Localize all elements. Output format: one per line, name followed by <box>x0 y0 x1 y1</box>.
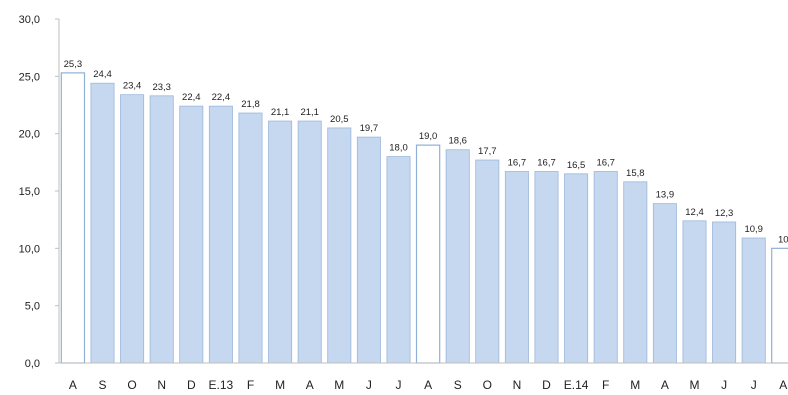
data-labels: 25,3 24,4 23,4 23,3 22,4 22,4 21,8 21,1 21,1 20,5… <box>64 59 788 245</box>
x-tick-label: J <box>751 378 757 392</box>
data-label: 16,7 <box>537 158 556 169</box>
bar <box>682 220 707 364</box>
bar <box>415 144 441 364</box>
bar <box>149 95 174 364</box>
y-tick-label: 15,0 <box>19 186 40 198</box>
data-label: 12,3 <box>715 208 734 219</box>
bar <box>445 149 470 364</box>
x-tick-label: S <box>454 378 462 392</box>
data-label: 16,7 <box>508 158 527 169</box>
x-tick-label: A <box>306 378 314 392</box>
bar <box>712 221 737 364</box>
data-label: 10 <box>778 234 788 245</box>
bar <box>504 171 529 364</box>
data-label: 20,5 <box>330 114 349 125</box>
data-label: 21,1 <box>300 107 319 118</box>
data-label: 16,5 <box>567 160 586 171</box>
data-label: 17,7 <box>478 146 497 157</box>
bar <box>90 82 115 364</box>
y-tick-label: 30,0 <box>19 14 40 26</box>
bar <box>741 237 766 364</box>
bars <box>60 72 788 364</box>
bar <box>534 171 559 364</box>
data-label: 19,0 <box>419 131 438 142</box>
data-label: 21,1 <box>271 107 290 118</box>
y-tick-label: 20,0 <box>19 129 40 141</box>
data-label: 23,4 <box>123 81 142 92</box>
x-tick-label: A <box>661 378 669 392</box>
data-label: 22,4 <box>212 92 231 103</box>
x-tick-label: E.14 <box>564 378 589 392</box>
x-tick-label: J <box>721 378 727 392</box>
x-tick-label: A <box>424 378 432 392</box>
x-tick-label: O <box>483 378 492 392</box>
bar <box>238 112 263 364</box>
bar <box>593 171 618 364</box>
x-axis-ticks: A S O N D E.13 F M A M J J A S O N D E.14 F M A M J J A <box>69 378 787 392</box>
bar <box>771 247 788 364</box>
x-tick-label: M <box>275 378 285 392</box>
data-label: 18,0 <box>389 143 408 154</box>
bar <box>475 159 500 364</box>
y-tick-label: 5,0 <box>25 301 40 313</box>
y-tick-label: 25,0 <box>19 71 40 83</box>
data-label: 18,6 <box>448 136 467 147</box>
bar <box>327 127 352 364</box>
data-label: 25,3 <box>64 59 83 70</box>
x-tick-label: F <box>247 378 254 392</box>
y-tick-label: 10,0 <box>19 243 40 255</box>
bar <box>208 105 233 364</box>
x-tick-label: J <box>366 378 372 392</box>
data-label: 16,7 <box>596 158 615 169</box>
bar <box>179 105 204 364</box>
bar <box>623 181 648 364</box>
x-tick-label: M <box>690 378 700 392</box>
x-tick-label: E.13 <box>209 378 234 392</box>
data-label: 10,9 <box>744 224 763 235</box>
x-tick-label: S <box>98 378 106 392</box>
bar <box>386 156 411 364</box>
y-axis-ticks: 0,0 5,0 10,0 15,0 20,0 25,0 30,0 <box>19 14 59 370</box>
x-tick-label: N <box>157 378 166 392</box>
data-label: 21,8 <box>241 99 260 110</box>
data-label: 24,4 <box>93 69 112 80</box>
x-tick-label: M <box>630 378 640 392</box>
data-label: 13,9 <box>656 190 675 201</box>
data-label: 22,4 <box>182 92 201 103</box>
x-tick-label: O <box>127 378 136 392</box>
data-label: 23,3 <box>152 82 171 93</box>
x-tick-label: F <box>602 378 609 392</box>
x-tick-label: A <box>69 378 77 392</box>
x-tick-label: J <box>396 378 402 392</box>
x-tick-label: D <box>187 378 196 392</box>
x-tick-label: N <box>513 378 522 392</box>
y-tick-label: 0,0 <box>25 358 40 370</box>
data-label: 12,4 <box>685 207 704 218</box>
x-tick-label: D <box>542 378 551 392</box>
x-tick-label: A <box>779 378 787 392</box>
x-tick-label: M <box>334 378 344 392</box>
bar <box>652 203 677 364</box>
bar <box>120 94 145 364</box>
data-label: 15,8 <box>626 168 645 179</box>
bar <box>297 120 322 364</box>
bar <box>268 120 293 364</box>
bar <box>60 72 86 364</box>
bar <box>356 136 381 364</box>
data-label: 19,7 <box>360 123 379 134</box>
bar <box>564 173 589 364</box>
